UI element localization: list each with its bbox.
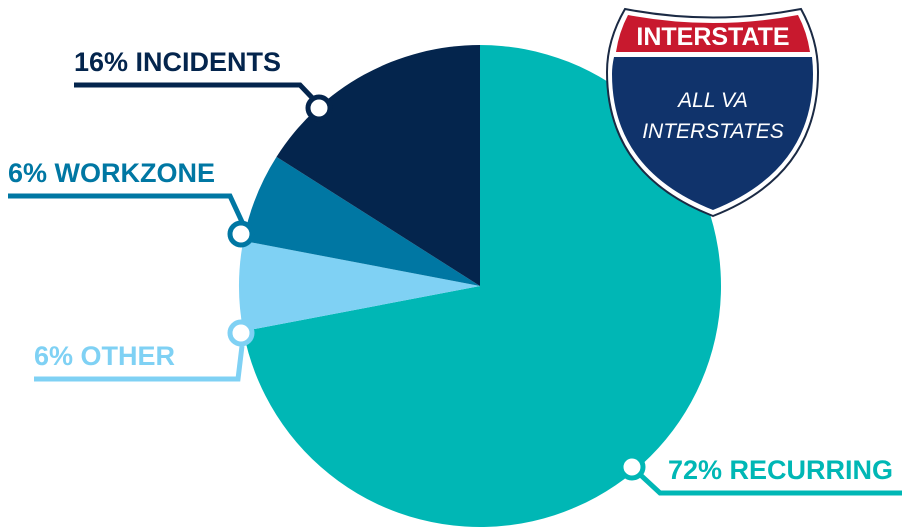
leader-dot-recurring	[618, 453, 646, 481]
leader-line-other	[34, 345, 245, 382]
pie-slice-recurring	[243, 45, 721, 527]
leader-line-incidents	[74, 82, 322, 108]
pie-slice-other	[239, 240, 480, 332]
leader-line-recurring	[631, 466, 902, 496]
shield-title: INTERSTATE	[636, 23, 789, 51]
interstate-shield-icon: INTERSTATE ALL VA INTERSTATES	[605, 7, 820, 218]
shield-top-band	[616, 15, 810, 52]
label-recurring: 72% RECURRING	[668, 455, 893, 485]
leader-line-workzone	[8, 193, 246, 226]
shield-body	[612, 57, 813, 210]
shield-line-2: INTERSTATES	[642, 120, 784, 143]
leader-dot-incidents	[305, 94, 333, 122]
leader-dot-other	[227, 319, 255, 347]
pie-slice-workzone	[243, 156, 480, 286]
leader-dot-workzone	[227, 220, 255, 248]
label-other: 6% OTHER	[34, 341, 175, 371]
label-incidents: 16% INCIDENTS	[74, 47, 281, 77]
label-workzone: 6% WORKZONE	[8, 158, 215, 188]
shield-line-1: ALL VA	[676, 89, 748, 112]
